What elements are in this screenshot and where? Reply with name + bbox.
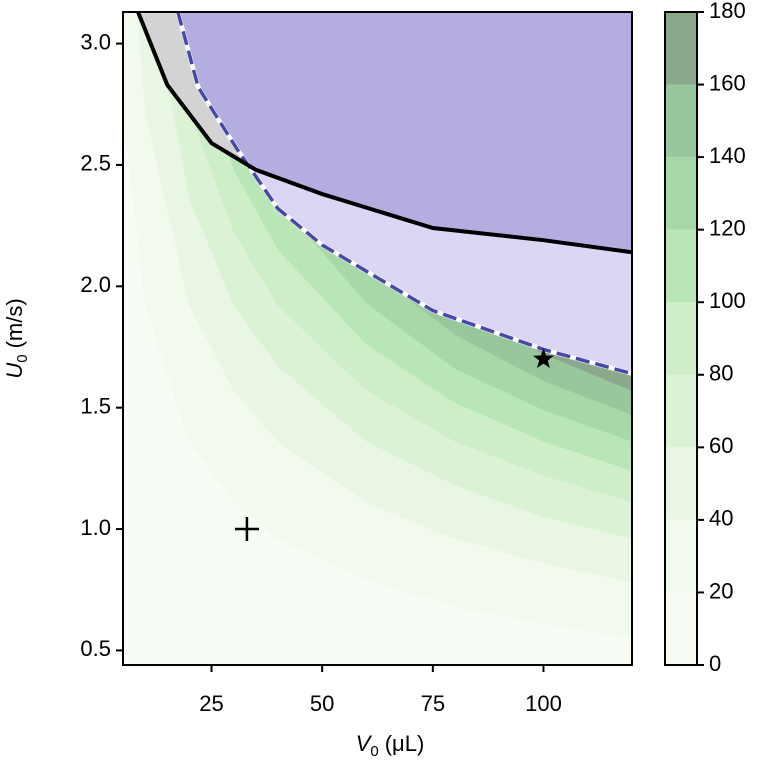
y-axis-label: U0 (m/s)	[2, 298, 31, 378]
y-axis-label-unit: (m/s)	[2, 298, 27, 348]
colorbar-band	[665, 12, 697, 85]
plot-frame	[122, 11, 633, 666]
colorbar-tick-label: 0	[709, 651, 721, 676]
colorbar-band	[665, 302, 697, 375]
colorbar-tick-label: 160	[709, 70, 746, 95]
colorbar-band	[665, 374, 697, 448]
colorbar-tick-label: 180	[709, 0, 746, 23]
colorbar-band	[665, 592, 697, 665]
dashed-curve	[176, 12, 632, 376]
y-tick-label: 2.0	[80, 272, 111, 297]
colorbar-band	[665, 519, 697, 593]
colorbar-tick-label: 60	[709, 433, 733, 458]
x-axis-label-symbol: V	[356, 731, 373, 756]
colorbar-frame	[664, 11, 698, 666]
y-tick-label: 3.0	[80, 29, 111, 54]
colorbar-tick-label: 100	[709, 288, 746, 313]
y-axis-label-subscript: 0	[14, 354, 31, 362]
x-tick-label: 50	[310, 691, 334, 716]
star-marker	[533, 348, 554, 368]
y-tick-label: 1.5	[80, 393, 111, 418]
x-axis-label: V0 (μL)	[356, 731, 425, 760]
y-tick-label: 0.5	[80, 636, 111, 661]
x-axis-label-subscript: 0	[370, 743, 378, 760]
region-fill	[177, 12, 632, 253]
y-axis-label-symbol: U	[2, 363, 27, 379]
x-tick-label: 100	[525, 691, 562, 716]
x-axis-label-unit: (μL)	[385, 731, 425, 756]
y-tick-label: 2.5	[80, 151, 111, 176]
colorbar-tick-label: 20	[709, 578, 733, 603]
colorbar-band	[665, 84, 697, 158]
plus-marker	[234, 517, 259, 542]
colorbar-tick-label: 40	[709, 506, 733, 531]
colorbar-tick-label: 80	[709, 361, 733, 386]
y-tick-label: 1.0	[80, 515, 111, 540]
overlap-region	[177, 12, 632, 253]
x-tick-label: 75	[421, 691, 445, 716]
plot-area	[123, 12, 632, 665]
colorbar-band	[665, 447, 697, 520]
colorbar-band	[665, 229, 697, 303]
solid-curve	[136, 12, 632, 255]
colorbar-tick-label: 140	[709, 143, 746, 168]
colorbar-tick-label: 120	[709, 215, 746, 240]
colorbar-band	[665, 157, 697, 230]
x-tick-label: 25	[199, 691, 223, 716]
